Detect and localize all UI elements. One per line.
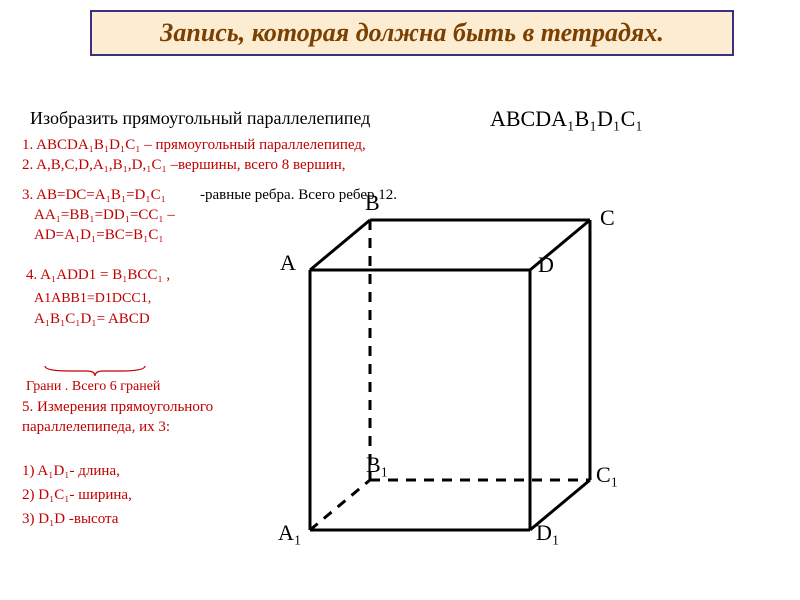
vertex-A: A	[280, 250, 296, 276]
page-title: Запись, которая должна быть в тетрадях.	[160, 18, 664, 47]
vertex-C1: C₁	[596, 462, 618, 488]
cube-svg	[270, 190, 650, 590]
dim-title: 5. Измерения прямоугольного параллелепип…	[22, 398, 222, 437]
line-3c: AA₁=BB₁=DD₁=CC₁ –	[34, 206, 175, 226]
line-3a: 3. AB=DC=A₁B₁=D₁C₁	[22, 186, 166, 206]
line-4a: 4. A₁ADD1 = B₁BCC₁ ,	[26, 266, 170, 286]
vertex-B1: B₁	[366, 452, 388, 478]
line-3d: AD=A₁D₁=BC=B₁C₁	[34, 226, 164, 246]
faces-label: Грани . Всего 6 граней	[26, 378, 160, 396]
vertex-A1: A₁	[278, 520, 302, 546]
dim-3: 3) D₁D -высота	[22, 510, 118, 530]
subtitle: Изобразить прямоугольный параллелепипед	[30, 108, 370, 129]
vertex-B: B	[365, 190, 380, 216]
line-4c: A₁B₁C₁D₁= ABCD	[34, 310, 150, 330]
dim-2: 2) D₁C₁- ширина,	[22, 486, 132, 506]
brace-icon	[35, 366, 155, 376]
vertex-C: C	[600, 205, 615, 231]
line-1: 1. ABCDA₁B₁D₁C₁ – прямоугольный параллел…	[22, 136, 366, 156]
dim-1: 1) A₁D₁- длина,	[22, 462, 120, 482]
line-4b: A1ABB1=D1DCC1,	[34, 290, 151, 308]
vertex-D: D	[538, 252, 554, 278]
title-box: Запись, которая должна быть в тетрадях.	[90, 10, 734, 56]
shape-label: ABCDA₁B₁D₁C₁	[490, 106, 643, 132]
vertex-D1: D₁	[536, 520, 560, 546]
parallelepiped-diagram: A B C D A₁ B₁ C₁ D₁	[270, 190, 650, 590]
line-2: 2. A,B,C,D,A₁,B₁,D,₁C₁ –вершины, всего 8…	[22, 156, 346, 176]
